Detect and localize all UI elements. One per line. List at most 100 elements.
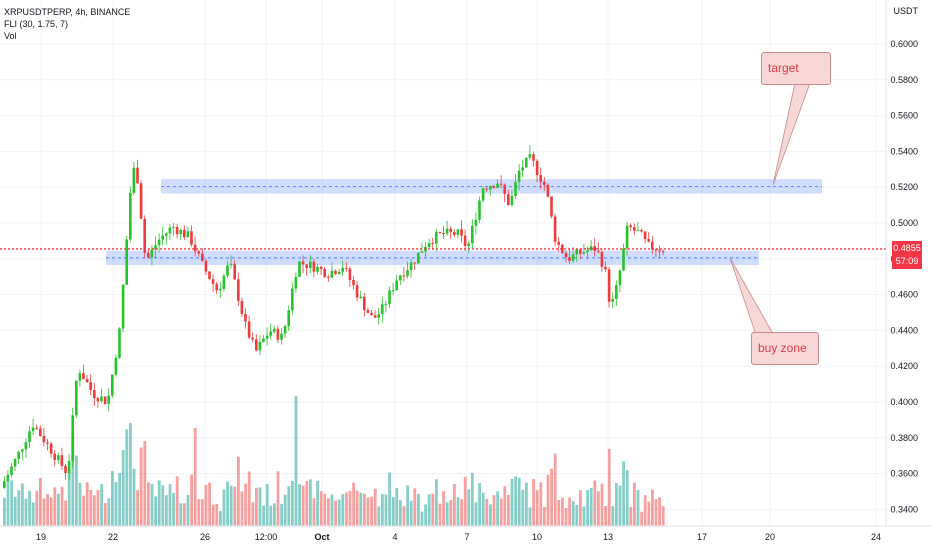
candle-body bbox=[258, 341, 262, 351]
volume-bar bbox=[341, 494, 345, 526]
candlesticks bbox=[3, 145, 665, 489]
currency-label: USDT bbox=[893, 6, 919, 16]
buy-zone-note[interactable]: buy zone bbox=[751, 332, 819, 365]
candle-body bbox=[517, 170, 521, 183]
candle-body bbox=[611, 298, 614, 302]
candle-body bbox=[316, 266, 319, 272]
volume-bar bbox=[143, 441, 147, 526]
candle-body bbox=[186, 231, 190, 238]
volume-bar bbox=[237, 456, 240, 526]
time-tick-label: 13 bbox=[603, 532, 613, 542]
candle-body bbox=[363, 296, 366, 311]
candle-body bbox=[154, 245, 157, 250]
time-tick-label: Oct bbox=[314, 532, 329, 542]
volume-bar bbox=[298, 484, 301, 526]
candle-body bbox=[654, 249, 658, 251]
volume-bar bbox=[568, 497, 571, 526]
candle-body bbox=[165, 233, 168, 236]
volume-bar bbox=[615, 483, 618, 526]
volume-bar bbox=[107, 498, 111, 526]
target-note[interactable]: target bbox=[761, 52, 831, 85]
candle-body bbox=[157, 239, 161, 246]
time-axis[interactable]: 19 22 26 12:00 Oct 4 7 10 13 17 20 24 bbox=[0, 525, 932, 542]
volume-bar bbox=[345, 492, 348, 526]
volume-bar bbox=[442, 491, 445, 526]
candle-body bbox=[283, 325, 287, 334]
candle-body bbox=[409, 262, 413, 271]
volume-bar bbox=[255, 487, 258, 526]
candle-body bbox=[496, 183, 499, 188]
volume-bar bbox=[607, 448, 611, 526]
candle-body bbox=[553, 216, 557, 242]
candle-body bbox=[71, 415, 74, 462]
candle-body bbox=[229, 263, 233, 266]
candle-body bbox=[647, 239, 650, 242]
volume-bar bbox=[593, 480, 597, 526]
volume-bar bbox=[240, 491, 244, 526]
candle-body bbox=[240, 300, 244, 314]
volume-bar bbox=[139, 447, 143, 526]
volume-bar bbox=[111, 470, 114, 526]
volume-label[interactable]: Vol bbox=[4, 31, 17, 41]
candle-body bbox=[168, 227, 172, 234]
volume-bar bbox=[197, 499, 201, 526]
candle-body bbox=[384, 304, 388, 306]
candle-body bbox=[57, 455, 60, 460]
candle-body bbox=[197, 251, 200, 254]
candle-body bbox=[352, 279, 355, 286]
candle-body bbox=[291, 288, 294, 311]
volume-bar bbox=[219, 511, 222, 526]
indicator-label[interactable]: FLI (30, 1.75, 7) bbox=[4, 19, 69, 29]
price-zones bbox=[106, 179, 822, 266]
candle-body bbox=[183, 229, 186, 238]
volume-bar bbox=[528, 507, 532, 526]
volume-bar bbox=[67, 470, 71, 526]
volume-bar bbox=[35, 490, 39, 526]
candle-body bbox=[564, 252, 568, 258]
volume-bar bbox=[157, 480, 161, 526]
volume-bar bbox=[460, 499, 463, 526]
volume-bar bbox=[251, 502, 255, 526]
volume-bar bbox=[517, 477, 521, 526]
volume-bar bbox=[413, 488, 417, 526]
candle-body bbox=[366, 310, 370, 313]
candle-body bbox=[204, 260, 208, 272]
candle-body bbox=[388, 290, 391, 305]
candle-body bbox=[3, 481, 6, 488]
candle-body bbox=[132, 167, 136, 193]
volume-bar bbox=[445, 502, 449, 526]
volume-bar bbox=[229, 485, 233, 526]
volume-bar bbox=[409, 500, 413, 526]
candle-body bbox=[262, 338, 265, 342]
volume-bar bbox=[39, 477, 42, 526]
volume-bar bbox=[3, 497, 6, 526]
volume-bar bbox=[28, 490, 31, 526]
candle-body bbox=[78, 373, 82, 381]
candle-body bbox=[298, 261, 301, 277]
candle-body bbox=[10, 466, 13, 475]
volume-bar bbox=[291, 481, 294, 526]
volume-bar bbox=[301, 485, 305, 526]
volume-bar bbox=[244, 483, 247, 526]
volume-bar bbox=[75, 455, 78, 526]
volume-bar bbox=[373, 488, 377, 526]
volume-bar bbox=[604, 505, 607, 526]
volume-bar bbox=[622, 461, 625, 526]
candle-body bbox=[604, 266, 607, 270]
volume-bar bbox=[114, 482, 118, 526]
volume-bar bbox=[532, 479, 535, 526]
candle-body bbox=[337, 271, 341, 274]
candle-body bbox=[449, 228, 452, 232]
candle-body bbox=[190, 231, 193, 245]
candle-body bbox=[543, 181, 546, 185]
symbol-label[interactable]: XRPUSDTPERP, 4h, BINANCE bbox=[4, 7, 131, 17]
candle-body bbox=[39, 428, 42, 436]
volume-bar bbox=[222, 489, 226, 526]
candle-body bbox=[391, 290, 395, 292]
price-tick-label: 0.5200 bbox=[890, 182, 918, 192]
candle-body bbox=[42, 435, 46, 443]
candle-body bbox=[301, 261, 305, 265]
candle-body bbox=[201, 253, 204, 261]
candle-body bbox=[355, 285, 359, 298]
